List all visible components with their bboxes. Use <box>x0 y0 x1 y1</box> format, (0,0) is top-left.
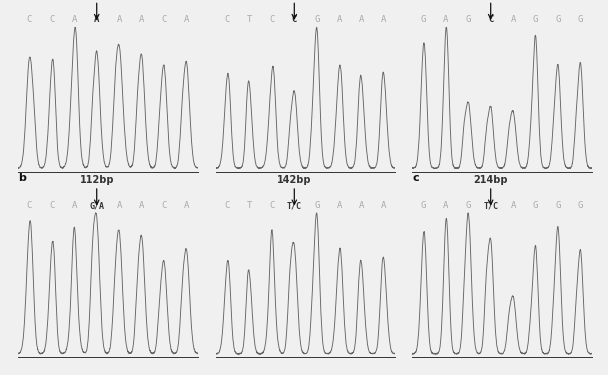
Text: T/C: T/C <box>287 201 302 210</box>
Text: C: C <box>49 15 55 24</box>
Text: C: C <box>27 201 32 210</box>
Text: G: G <box>578 15 583 24</box>
Text: A: A <box>511 15 516 24</box>
Text: A: A <box>139 201 144 210</box>
Text: A: A <box>336 201 342 210</box>
Text: A: A <box>117 201 122 210</box>
Text: 142bp: 142bp <box>277 175 311 184</box>
Text: A: A <box>336 15 342 24</box>
Text: T: T <box>247 201 252 210</box>
Text: A: A <box>139 15 144 24</box>
Text: c: c <box>412 173 419 183</box>
Text: A: A <box>184 201 189 210</box>
Text: G: G <box>555 15 561 24</box>
Text: T: T <box>247 15 252 24</box>
Text: A: A <box>94 15 99 24</box>
Text: A: A <box>511 201 516 210</box>
Text: A: A <box>443 201 449 210</box>
Text: C: C <box>269 201 275 210</box>
Text: G: G <box>555 201 561 210</box>
Text: C: C <box>49 201 55 210</box>
Text: G: G <box>421 15 426 24</box>
Text: A: A <box>381 15 387 24</box>
Text: C: C <box>161 201 167 210</box>
Text: A: A <box>359 201 364 210</box>
Text: G: G <box>466 15 471 24</box>
Text: A: A <box>117 15 122 24</box>
Text: C: C <box>27 15 32 24</box>
Text: A: A <box>184 15 189 24</box>
Text: A: A <box>381 201 387 210</box>
Text: A: A <box>72 15 77 24</box>
Text: C: C <box>224 15 230 24</box>
Text: C: C <box>269 15 275 24</box>
Text: A: A <box>359 15 364 24</box>
Text: C: C <box>224 201 230 210</box>
Text: 112bp: 112bp <box>80 175 114 184</box>
Text: T/C: T/C <box>483 201 498 210</box>
Text: A: A <box>72 201 77 210</box>
Text: G: G <box>533 201 538 210</box>
Text: C: C <box>161 15 167 24</box>
Text: G: G <box>421 201 426 210</box>
Text: G: G <box>466 201 471 210</box>
Text: A: A <box>443 15 449 24</box>
Text: G: G <box>578 201 583 210</box>
Text: G: G <box>314 15 319 24</box>
Text: C: C <box>488 15 493 24</box>
Text: b: b <box>18 173 26 183</box>
Text: C: C <box>292 15 297 24</box>
Text: G: G <box>314 201 319 210</box>
Text: G/A: G/A <box>89 201 104 210</box>
Text: 214bp: 214bp <box>474 175 508 184</box>
Text: G: G <box>533 15 538 24</box>
